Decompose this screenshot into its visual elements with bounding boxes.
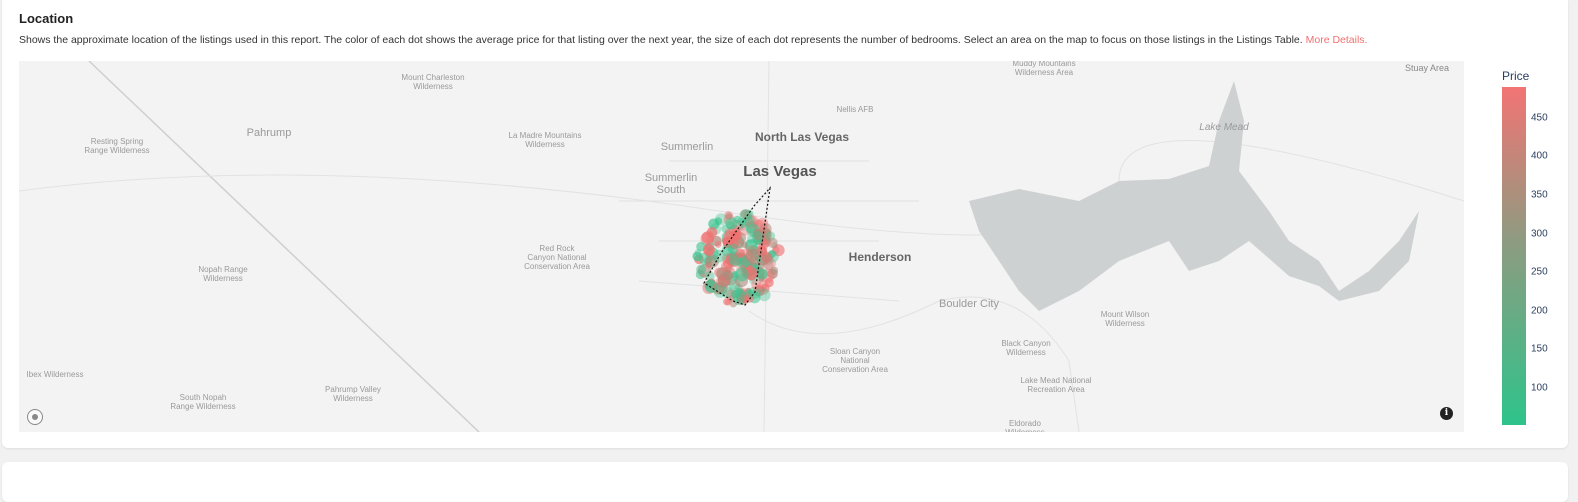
more-details-link[interactable]: More Details. <box>1305 34 1368 46</box>
map-label: Pahrump <box>246 127 292 139</box>
map-label: Nopah Range Wilderness <box>198 265 248 283</box>
listing-dot[interactable] <box>731 237 744 251</box>
listing-dot[interactable] <box>770 266 779 275</box>
listing-dot[interactable] <box>740 209 751 220</box>
listing-dot[interactable] <box>705 254 719 268</box>
map-label: Muddy Mountains Wilderness Area <box>1012 61 1076 77</box>
colorbar <box>1502 87 1526 425</box>
listing-dot[interactable] <box>704 279 718 294</box>
listing-dot[interactable] <box>765 231 776 241</box>
section-title: Location <box>19 11 74 26</box>
section-description: Shows the approximate location of the li… <box>19 34 1367 46</box>
map-label: La Madre Mountains Wilderness <box>508 131 582 149</box>
listing-dot[interactable] <box>762 254 774 265</box>
map-label: Pahrump Valley Wilderness <box>325 385 381 403</box>
map-label: Summerlin South <box>644 172 698 196</box>
listing-dot[interactable] <box>732 289 747 304</box>
listing-dot[interactable] <box>735 248 746 259</box>
listing-dot[interactable] <box>738 219 747 228</box>
location-map[interactable]: Mount Charleston Wilderness Muddy Mountai… <box>19 61 1464 432</box>
map-label: Sloan Canyon National Conservation Area <box>822 347 888 374</box>
listing-dot[interactable] <box>739 209 752 222</box>
colorbar-tick: 300 <box>1531 228 1548 240</box>
map-label: Lake Mead National Recreation Area <box>1020 376 1092 394</box>
colorbar-tick: 100 <box>1531 382 1548 394</box>
map-label: Red Rock Canyon National Conservation Area <box>524 244 590 271</box>
map-label: Stuay Area <box>1404 63 1450 73</box>
listing-dot[interactable] <box>708 218 720 230</box>
description-text: Shows the approximate location of the li… <box>19 34 1303 46</box>
listing-dot[interactable] <box>712 249 726 263</box>
listing-dot[interactable] <box>734 267 749 282</box>
next-card <box>2 462 1568 502</box>
listing-dot[interactable] <box>725 217 738 230</box>
state-border <box>88 61 480 432</box>
map-label: North Las Vegas <box>754 130 850 144</box>
map-label: Henderson <box>848 250 912 264</box>
listing-dot[interactable] <box>723 270 734 281</box>
lake-mead-water <box>969 81 1419 311</box>
map-label: Resting Spring Range Wilderness <box>84 137 150 155</box>
listing-dot[interactable] <box>756 245 768 256</box>
listing-dot[interactable] <box>751 231 765 244</box>
map-label: Las Vegas <box>743 163 817 180</box>
mapbox-logo-icon[interactable] <box>27 409 43 425</box>
listing-dot[interactable] <box>729 299 738 308</box>
colorbar-tick: 450 <box>1531 112 1548 124</box>
listing-dot[interactable] <box>745 215 759 229</box>
colorbar-tick: 200 <box>1531 305 1548 317</box>
map-label: Ibex Wilderness <box>26 370 84 379</box>
map-label: Nellis AFB <box>836 105 874 114</box>
map-label: Summerlin <box>660 141 714 153</box>
listing-dot[interactable] <box>745 248 759 263</box>
map-label: Boulder City <box>939 298 999 310</box>
listing-dot[interactable] <box>706 227 718 238</box>
listing-dot[interactable] <box>771 241 778 249</box>
colorbar-tick: 250 <box>1531 266 1548 278</box>
map-label: Lake Mead <box>1199 122 1249 133</box>
map-base <box>19 61 1464 432</box>
colorbar-tick: 400 <box>1531 150 1548 162</box>
listing-dot[interactable] <box>725 212 733 220</box>
listing-dot[interactable] <box>702 243 715 256</box>
listing-dots[interactable] <box>692 209 785 308</box>
listing-dot[interactable] <box>757 268 768 280</box>
listing-dot[interactable] <box>748 289 755 297</box>
map-label: EldoradoWilderness <box>1005 419 1045 432</box>
listing-dot[interactable] <box>767 237 778 248</box>
listing-dot[interactable] <box>726 220 735 230</box>
colorbar-title: Price <box>1502 69 1530 83</box>
map-label: South Nopah Range Wilderness <box>170 393 236 411</box>
listing-dot[interactable] <box>754 228 762 237</box>
listing-dot[interactable] <box>696 264 707 275</box>
listing-dot[interactable] <box>747 234 756 244</box>
listing-dot[interactable] <box>764 278 774 288</box>
colorbar-tick: 350 <box>1531 189 1548 201</box>
map-label: Mount Wilson Wilderness <box>1100 310 1150 328</box>
listing-dot[interactable] <box>714 241 722 248</box>
map-label: Mount Charleston Wilderness <box>401 73 465 91</box>
listing-dot[interactable] <box>759 286 766 293</box>
listing-dot[interactable] <box>760 236 769 245</box>
listing-dot[interactable] <box>723 298 731 306</box>
listing-dot[interactable] <box>741 241 748 249</box>
listing-dot[interactable] <box>723 231 736 244</box>
colorbar-tick: 150 <box>1531 343 1548 355</box>
map-label: Black Canyon Wilderness <box>1001 339 1051 357</box>
listing-dot[interactable] <box>704 271 715 281</box>
listing-dot[interactable] <box>757 288 771 302</box>
listing-dot[interactable] <box>692 251 703 262</box>
info-icon[interactable]: i <box>1440 407 1453 420</box>
